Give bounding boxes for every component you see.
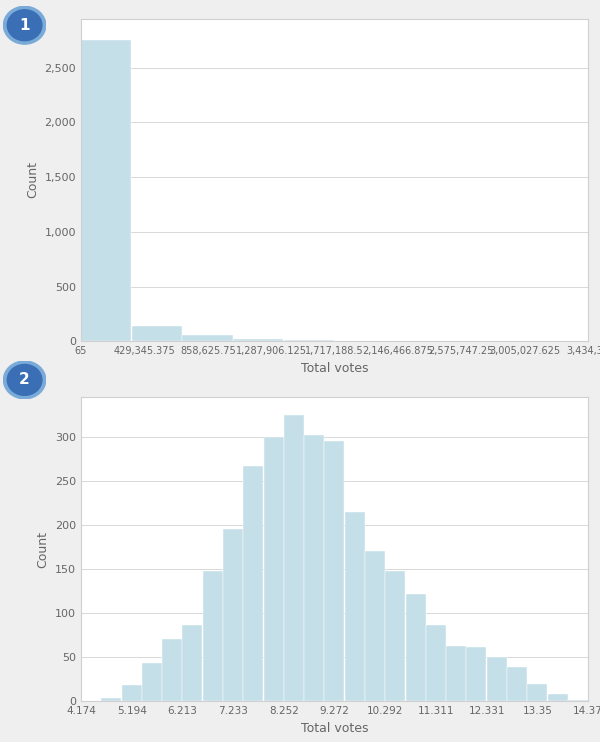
Text: 1: 1: [19, 18, 30, 33]
Bar: [507, 667, 527, 701]
Bar: [548, 694, 568, 701]
X-axis label: Total votes: Total votes: [301, 722, 368, 735]
Bar: [122, 686, 142, 701]
Bar: [426, 626, 446, 701]
Bar: [466, 646, 487, 701]
Bar: [284, 415, 304, 701]
Bar: [162, 639, 182, 701]
Bar: [304, 435, 324, 701]
Circle shape: [7, 364, 42, 395]
Bar: [406, 594, 425, 701]
Bar: [203, 571, 223, 701]
Circle shape: [4, 7, 46, 44]
Bar: [568, 700, 588, 701]
Circle shape: [4, 361, 46, 398]
Bar: [344, 511, 365, 701]
Bar: [385, 571, 406, 701]
Bar: [233, 339, 283, 341]
Y-axis label: Count: Count: [26, 162, 39, 198]
Bar: [325, 441, 344, 701]
Bar: [223, 529, 243, 701]
Y-axis label: Count: Count: [37, 531, 49, 568]
Text: 2: 2: [19, 372, 30, 387]
X-axis label: Total votes: Total votes: [301, 362, 368, 375]
Bar: [101, 697, 121, 701]
Bar: [142, 663, 162, 701]
Bar: [527, 683, 547, 701]
Bar: [446, 646, 466, 701]
Bar: [81, 40, 131, 341]
Bar: [182, 626, 202, 701]
Bar: [263, 436, 284, 701]
Bar: [132, 326, 182, 341]
Bar: [365, 551, 385, 701]
Bar: [182, 335, 233, 341]
Circle shape: [7, 10, 42, 41]
Bar: [487, 657, 507, 701]
Bar: [243, 466, 263, 701]
